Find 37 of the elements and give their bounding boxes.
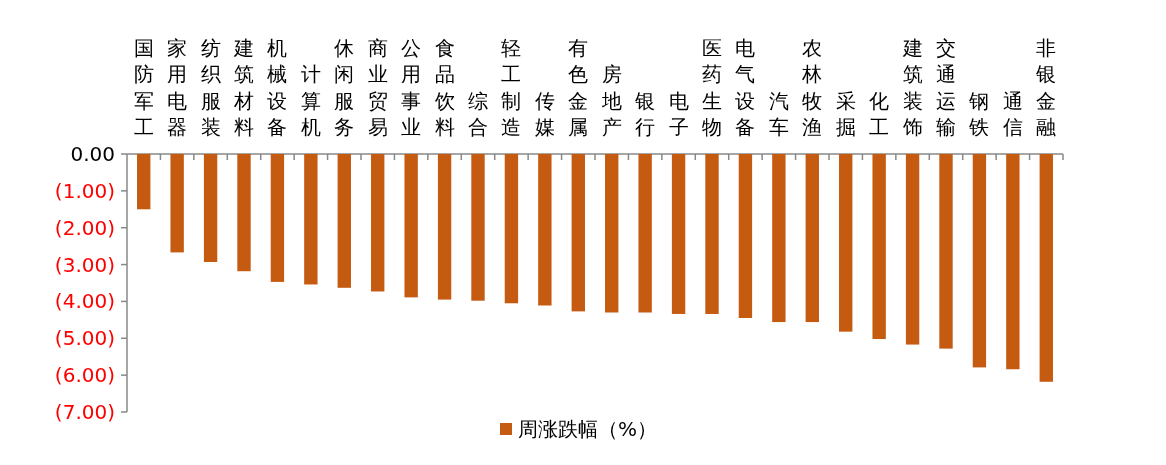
x-tick-label: 钢铁	[968, 88, 990, 139]
x-tick-label: 国防军工	[133, 35, 154, 139]
x-tick-label: 通信	[1002, 88, 1023, 139]
x-tick-label: 电气设备	[735, 35, 756, 139]
legend-label: 周涨跌幅（%）	[518, 417, 658, 441]
x-tick-label: 汽车	[768, 88, 789, 139]
x-tick-label: 有色金属	[568, 35, 589, 139]
x-tick-label: 银行	[634, 88, 656, 139]
x-tick-label: 纺织服装	[200, 35, 221, 139]
x-tick-label: 建筑装饰	[901, 35, 923, 139]
x-tick-label: 机械设备	[267, 35, 288, 139]
x-tick-label: 家用电器	[167, 35, 188, 139]
x-tick-label: 农林牧渔	[801, 35, 823, 139]
x-tick-label: 建筑材料	[233, 35, 254, 139]
y-tick-label: (2.00)	[54, 215, 115, 240]
y-tick-label: (1.00)	[54, 178, 115, 203]
x-tick-label: 计算机	[300, 62, 321, 139]
y-tick-label: (7.00)	[54, 400, 115, 424]
x-tick-label: 交通运输	[936, 35, 956, 139]
y-tick-label: (3.00)	[54, 252, 115, 277]
y-tick-label: (5.00)	[54, 326, 115, 351]
x-tick-label: 食品饮料	[433, 35, 455, 139]
y-tick-label: (6.00)	[54, 363, 115, 388]
x-tick-label: 休闲服务	[334, 35, 355, 139]
x-tick-label: 轻工制造	[501, 35, 522, 139]
x-tick-label: 医药生物	[702, 35, 722, 139]
x-tick-label: 综合	[468, 88, 488, 139]
x-tick-label: 电子	[668, 88, 689, 139]
y-tick-label: 0.00	[70, 142, 115, 166]
y-tick-label: (4.00)	[54, 289, 115, 314]
x-tick-label: 传媒	[534, 88, 555, 139]
x-tick-label: 化工	[869, 88, 890, 139]
x-tick-label: 公用事业	[401, 35, 422, 139]
x-tick-label: 商业贸易	[367, 35, 388, 139]
x-tick-label: 房地产	[600, 62, 622, 139]
x-tick-label: 非银金融	[1035, 35, 1057, 139]
x-tick-label: 采掘	[835, 88, 856, 139]
